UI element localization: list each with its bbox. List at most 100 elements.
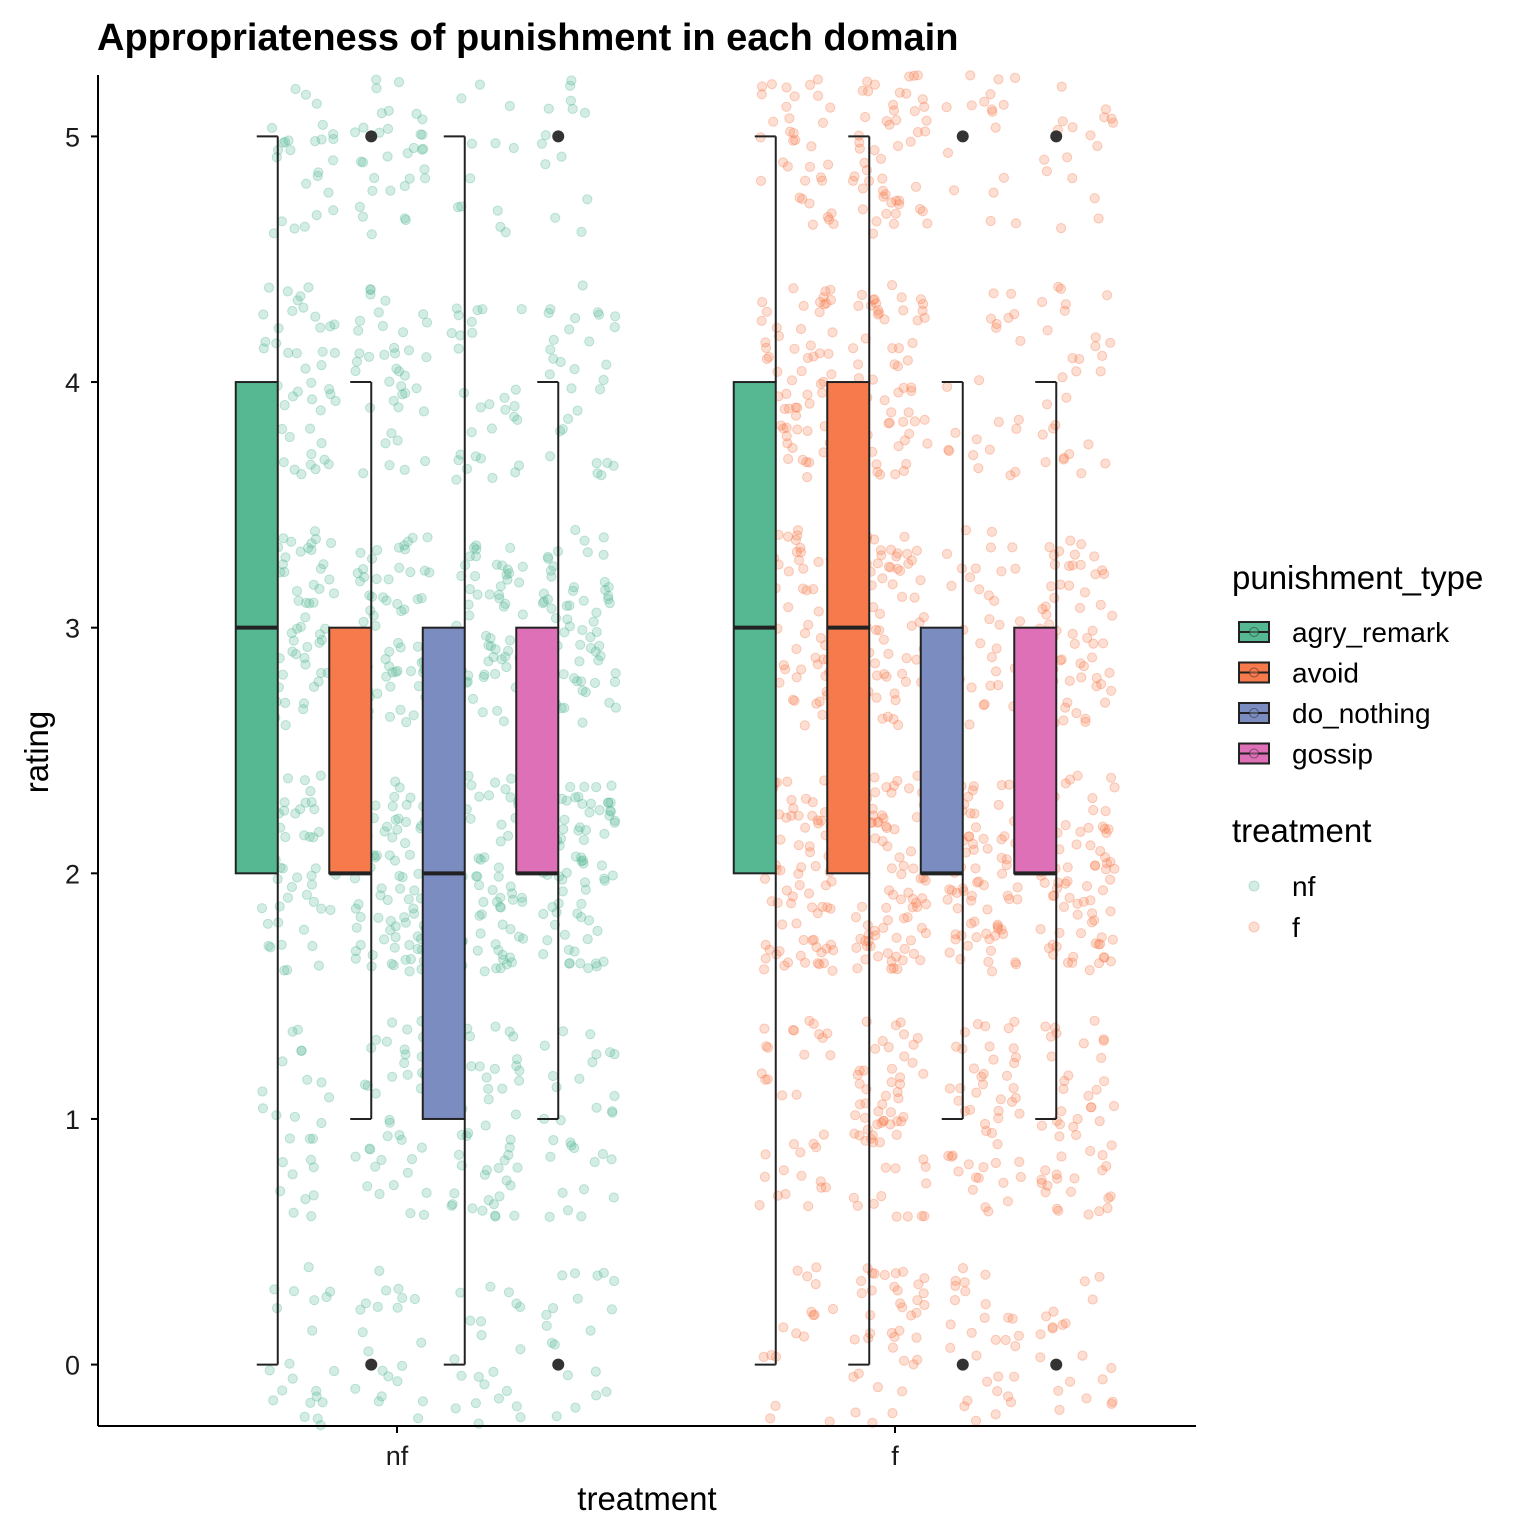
jitter-point	[1062, 876, 1073, 887]
jitter-point	[384, 711, 396, 722]
jitter-point	[472, 305, 483, 316]
jitter-point	[1071, 708, 1082, 719]
jitter-point	[493, 589, 505, 601]
jitter-point	[578, 595, 589, 606]
jitter-point	[376, 883, 387, 894]
jitter-point	[824, 214, 835, 225]
jitter-point	[486, 423, 497, 434]
jitter-point	[959, 1277, 970, 1288]
jitter-point	[891, 1211, 902, 1222]
jitter-point	[609, 815, 621, 826]
jitter-point	[579, 781, 590, 793]
jitter-point	[795, 1147, 806, 1158]
jitter-point	[266, 122, 278, 134]
outlier-point	[552, 130, 565, 143]
jitter-point	[492, 205, 503, 216]
jitter-point	[308, 579, 319, 591]
jitter-point	[1049, 592, 1060, 604]
jitter-point	[299, 830, 310, 841]
box-nf-avoid	[328, 130, 378, 1371]
jitter-point	[353, 899, 364, 910]
jitter-point	[892, 1285, 903, 1296]
jitter-point	[465, 813, 476, 824]
jitter-point	[384, 850, 395, 861]
jitter-point	[816, 1182, 827, 1193]
jitter-point	[400, 838, 411, 849]
jitter-point	[606, 780, 617, 791]
jitter-point	[506, 888, 518, 899]
jitter-point	[1002, 890, 1013, 901]
jitter-point	[807, 902, 818, 913]
jitter-point	[990, 122, 1001, 133]
jitter-point	[310, 533, 321, 545]
jitter-point	[869, 658, 881, 669]
jitter-point	[599, 576, 610, 588]
jitter-point	[585, 1029, 596, 1040]
jitter-point	[1003, 1023, 1014, 1034]
jitter-point	[885, 562, 896, 573]
jitter-point	[778, 423, 789, 434]
jitter-point	[318, 559, 329, 570]
legend-label: gossip	[1292, 739, 1373, 770]
jitter-point	[1097, 885, 1109, 896]
jitter-point	[903, 558, 914, 569]
jitter-point	[916, 1210, 928, 1222]
jitter-point	[424, 567, 435, 578]
jitter-point	[905, 136, 916, 147]
jitter-point	[399, 213, 410, 224]
jitter-point	[378, 592, 389, 603]
jitter-point	[986, 1127, 998, 1139]
jitter-point	[807, 810, 818, 822]
jitter-point	[474, 910, 485, 921]
jitter-point	[380, 295, 391, 306]
jitter-point	[822, 1028, 833, 1039]
jitter-point	[883, 1042, 894, 1053]
jitter-point	[405, 1208, 416, 1219]
jitter-point	[1103, 824, 1114, 835]
jitter-point	[1083, 1209, 1094, 1220]
jitter-point	[761, 306, 773, 317]
jitter-point	[299, 221, 310, 232]
jitter-point	[1067, 122, 1078, 133]
jitter-point	[369, 172, 380, 184]
jitter-point	[321, 1291, 332, 1303]
legend-label: avoid	[1292, 658, 1359, 689]
jitter-point	[885, 1119, 896, 1130]
jitter-point	[869, 145, 880, 156]
jitter-point	[872, 1382, 884, 1393]
jitter-point	[260, 336, 271, 347]
jitter-point	[1000, 1334, 1011, 1346]
jitter-point	[1091, 672, 1102, 684]
jitter-point	[756, 315, 767, 326]
jitter-point	[919, 101, 930, 113]
jitter-point	[393, 637, 404, 649]
jitter-point	[985, 313, 997, 324]
jitter-point	[385, 915, 396, 927]
jitter-point	[893, 343, 905, 354]
outlier-point	[956, 1358, 969, 1371]
jitter-point	[909, 416, 921, 427]
jitter-point	[396, 606, 407, 617]
jitter-point	[599, 873, 610, 884]
jitter-point	[352, 568, 363, 579]
jitter-point	[1086, 917, 1098, 928]
jitter-point	[358, 122, 369, 133]
jitter-point	[878, 813, 889, 824]
jitter-point	[783, 531, 794, 542]
jitter-point	[298, 698, 310, 709]
jitter-point	[284, 1358, 295, 1369]
jitter-point	[562, 614, 573, 625]
jitter-point	[296, 1045, 307, 1056]
jitter-point	[1004, 893, 1015, 905]
jitter-point	[759, 1023, 770, 1034]
jitter-point	[500, 651, 511, 662]
jitter-point	[799, 628, 811, 639]
jitter-point	[476, 1316, 487, 1327]
jitter-point	[872, 309, 884, 320]
jitter-point	[1060, 778, 1071, 789]
x-ticks: nf f	[386, 1426, 899, 1471]
jitter-point	[452, 202, 464, 213]
jitter-point	[813, 90, 824, 102]
jitter-point	[542, 594, 554, 605]
jitter-point	[1081, 881, 1093, 892]
